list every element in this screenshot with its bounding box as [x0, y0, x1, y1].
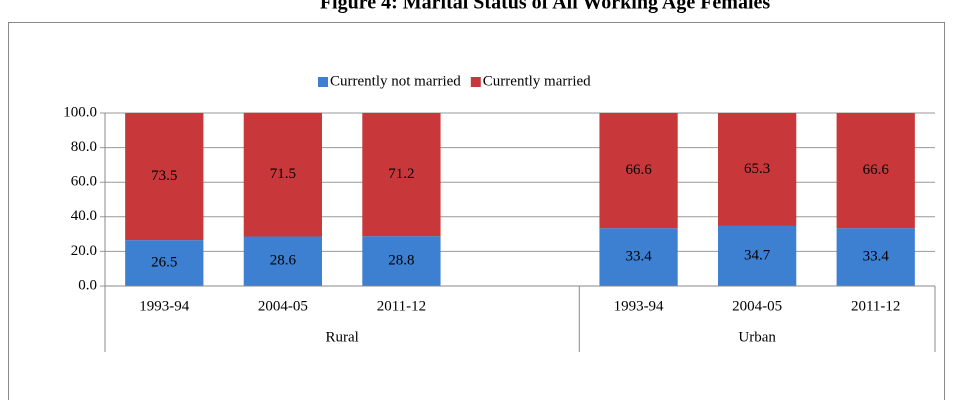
bar-segment — [836, 113, 915, 229]
bar-segment — [125, 113, 204, 241]
value-label: 66.6 — [625, 162, 652, 178]
x-tick-label: 1993-94 — [139, 298, 189, 314]
legend-swatch — [470, 77, 481, 87]
bar-segment — [362, 236, 441, 286]
legend-label: Currently not married — [330, 73, 461, 89]
x-tick-label: 2004-05 — [258, 298, 308, 314]
group-label: Rural — [325, 329, 358, 345]
y-tick-label: 20.0 — [71, 243, 97, 259]
y-tick-label: 60.0 — [71, 174, 97, 190]
bar-segment — [362, 113, 441, 237]
x-tick-label: 2011-12 — [851, 298, 900, 314]
value-label: 71.5 — [270, 166, 296, 182]
y-tick-label: 40.0 — [71, 208, 97, 224]
value-label: 28.6 — [270, 253, 297, 269]
value-label: 73.5 — [151, 168, 177, 184]
bar-segment — [718, 225, 797, 286]
bar-segment — [718, 113, 797, 226]
bar-segment — [836, 228, 915, 286]
y-tick-label: 0.0 — [78, 277, 97, 293]
value-label: 34.7 — [744, 247, 771, 263]
value-label: 33.4 — [863, 249, 890, 265]
x-tick-label: 2004-05 — [732, 298, 782, 314]
value-label: 33.4 — [625, 249, 652, 265]
bar-segment — [243, 236, 322, 286]
bar-segment — [243, 112, 322, 237]
chart-frame — [8, 22, 945, 400]
y-tick-label: 80.0 — [71, 139, 97, 155]
value-label: 66.6 — [863, 162, 890, 178]
legend-label: Currently married — [483, 73, 591, 89]
bar-segment — [599, 228, 678, 286]
chart-title: Figure 4: Marital Status of All Working … — [320, 0, 771, 14]
value-label: 26.5 — [151, 255, 177, 271]
bar-segment — [599, 113, 678, 229]
y-tick-label: 100.0 — [63, 104, 97, 120]
value-label: 28.8 — [388, 253, 414, 269]
value-label: 71.2 — [388, 166, 414, 182]
bar-segment — [125, 240, 204, 286]
value-label: 65.3 — [744, 161, 770, 177]
legend-swatch — [318, 77, 328, 87]
group-label: Urban — [738, 329, 776, 345]
x-tick-label: 2011-12 — [377, 298, 426, 314]
x-tick-label: 1993-94 — [614, 298, 664, 314]
